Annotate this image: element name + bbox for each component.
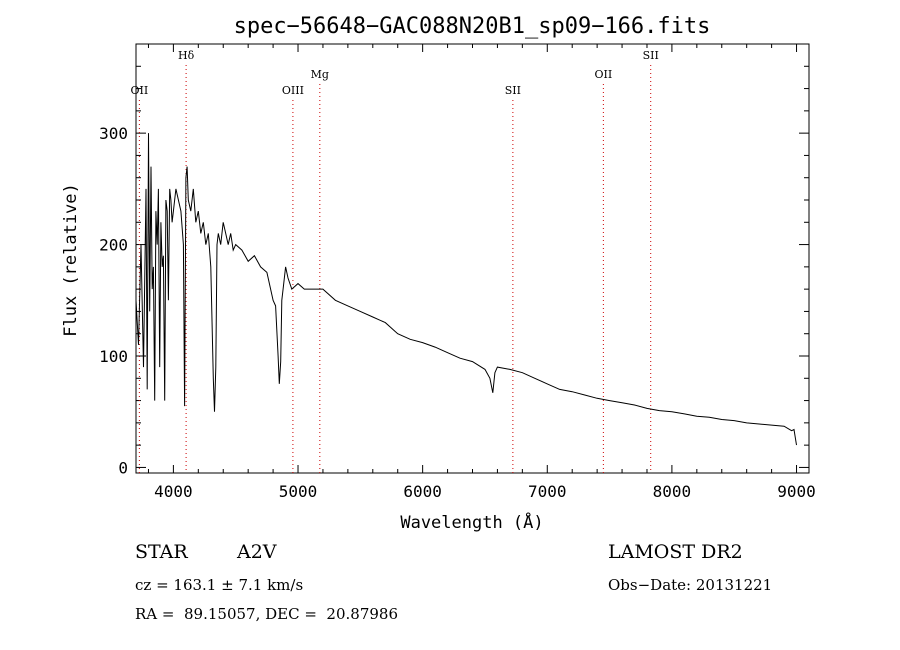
x-tick-label: 4000 bbox=[154, 482, 193, 501]
x-tick-label: 8000 bbox=[653, 482, 692, 501]
object-class: STAR bbox=[135, 541, 188, 563]
y-axis-label: Flux (relative) bbox=[61, 183, 81, 337]
coordinates: RA = 89.15057, DEC = 20.87986 bbox=[135, 605, 399, 623]
x-axis-label: Wavelength (Å) bbox=[400, 511, 543, 533]
x-tick-label: 7000 bbox=[528, 482, 567, 501]
observation-date: Obs−Date: 20131221 bbox=[608, 576, 773, 594]
x-axis: 4000 5000 6000 7000 8000 9000 bbox=[147, 44, 816, 501]
line-marker-label: OIII bbox=[282, 84, 304, 97]
survey-name: LAMOST DR2 bbox=[608, 541, 743, 563]
subclass: A2V bbox=[237, 541, 277, 563]
y-tick-label: 300 bbox=[99, 124, 128, 143]
y-tick-label: 200 bbox=[99, 236, 128, 255]
x-tick-label: 5000 bbox=[279, 482, 318, 501]
chart-title: spec−56648−GAC088N20B1_sp09−166.fits bbox=[234, 14, 711, 39]
y-axis: 0 100 200 300 bbox=[99, 65, 809, 477]
plot-frame bbox=[135, 43, 810, 474]
line-marker-label: OII bbox=[131, 84, 149, 97]
x-tick-label: 6000 bbox=[403, 482, 442, 501]
line-marker-label: OII bbox=[595, 68, 613, 81]
line-marker-label: SII bbox=[505, 84, 521, 97]
line-marker-label: SII bbox=[643, 49, 659, 62]
spectrum-line bbox=[135, 133, 797, 446]
line-marker-label: Hδ bbox=[178, 49, 195, 62]
line-marker-label: Mg bbox=[311, 68, 329, 81]
y-tick-label: 100 bbox=[99, 347, 128, 366]
x-tick-label: 9000 bbox=[777, 482, 816, 501]
redshift-cz: cz = 163.1 ± 7.1 km/s bbox=[135, 576, 304, 594]
line-markers: OII Hδ OIII Mg SII OII SII bbox=[131, 49, 659, 473]
y-tick-label: 0 bbox=[118, 458, 128, 477]
